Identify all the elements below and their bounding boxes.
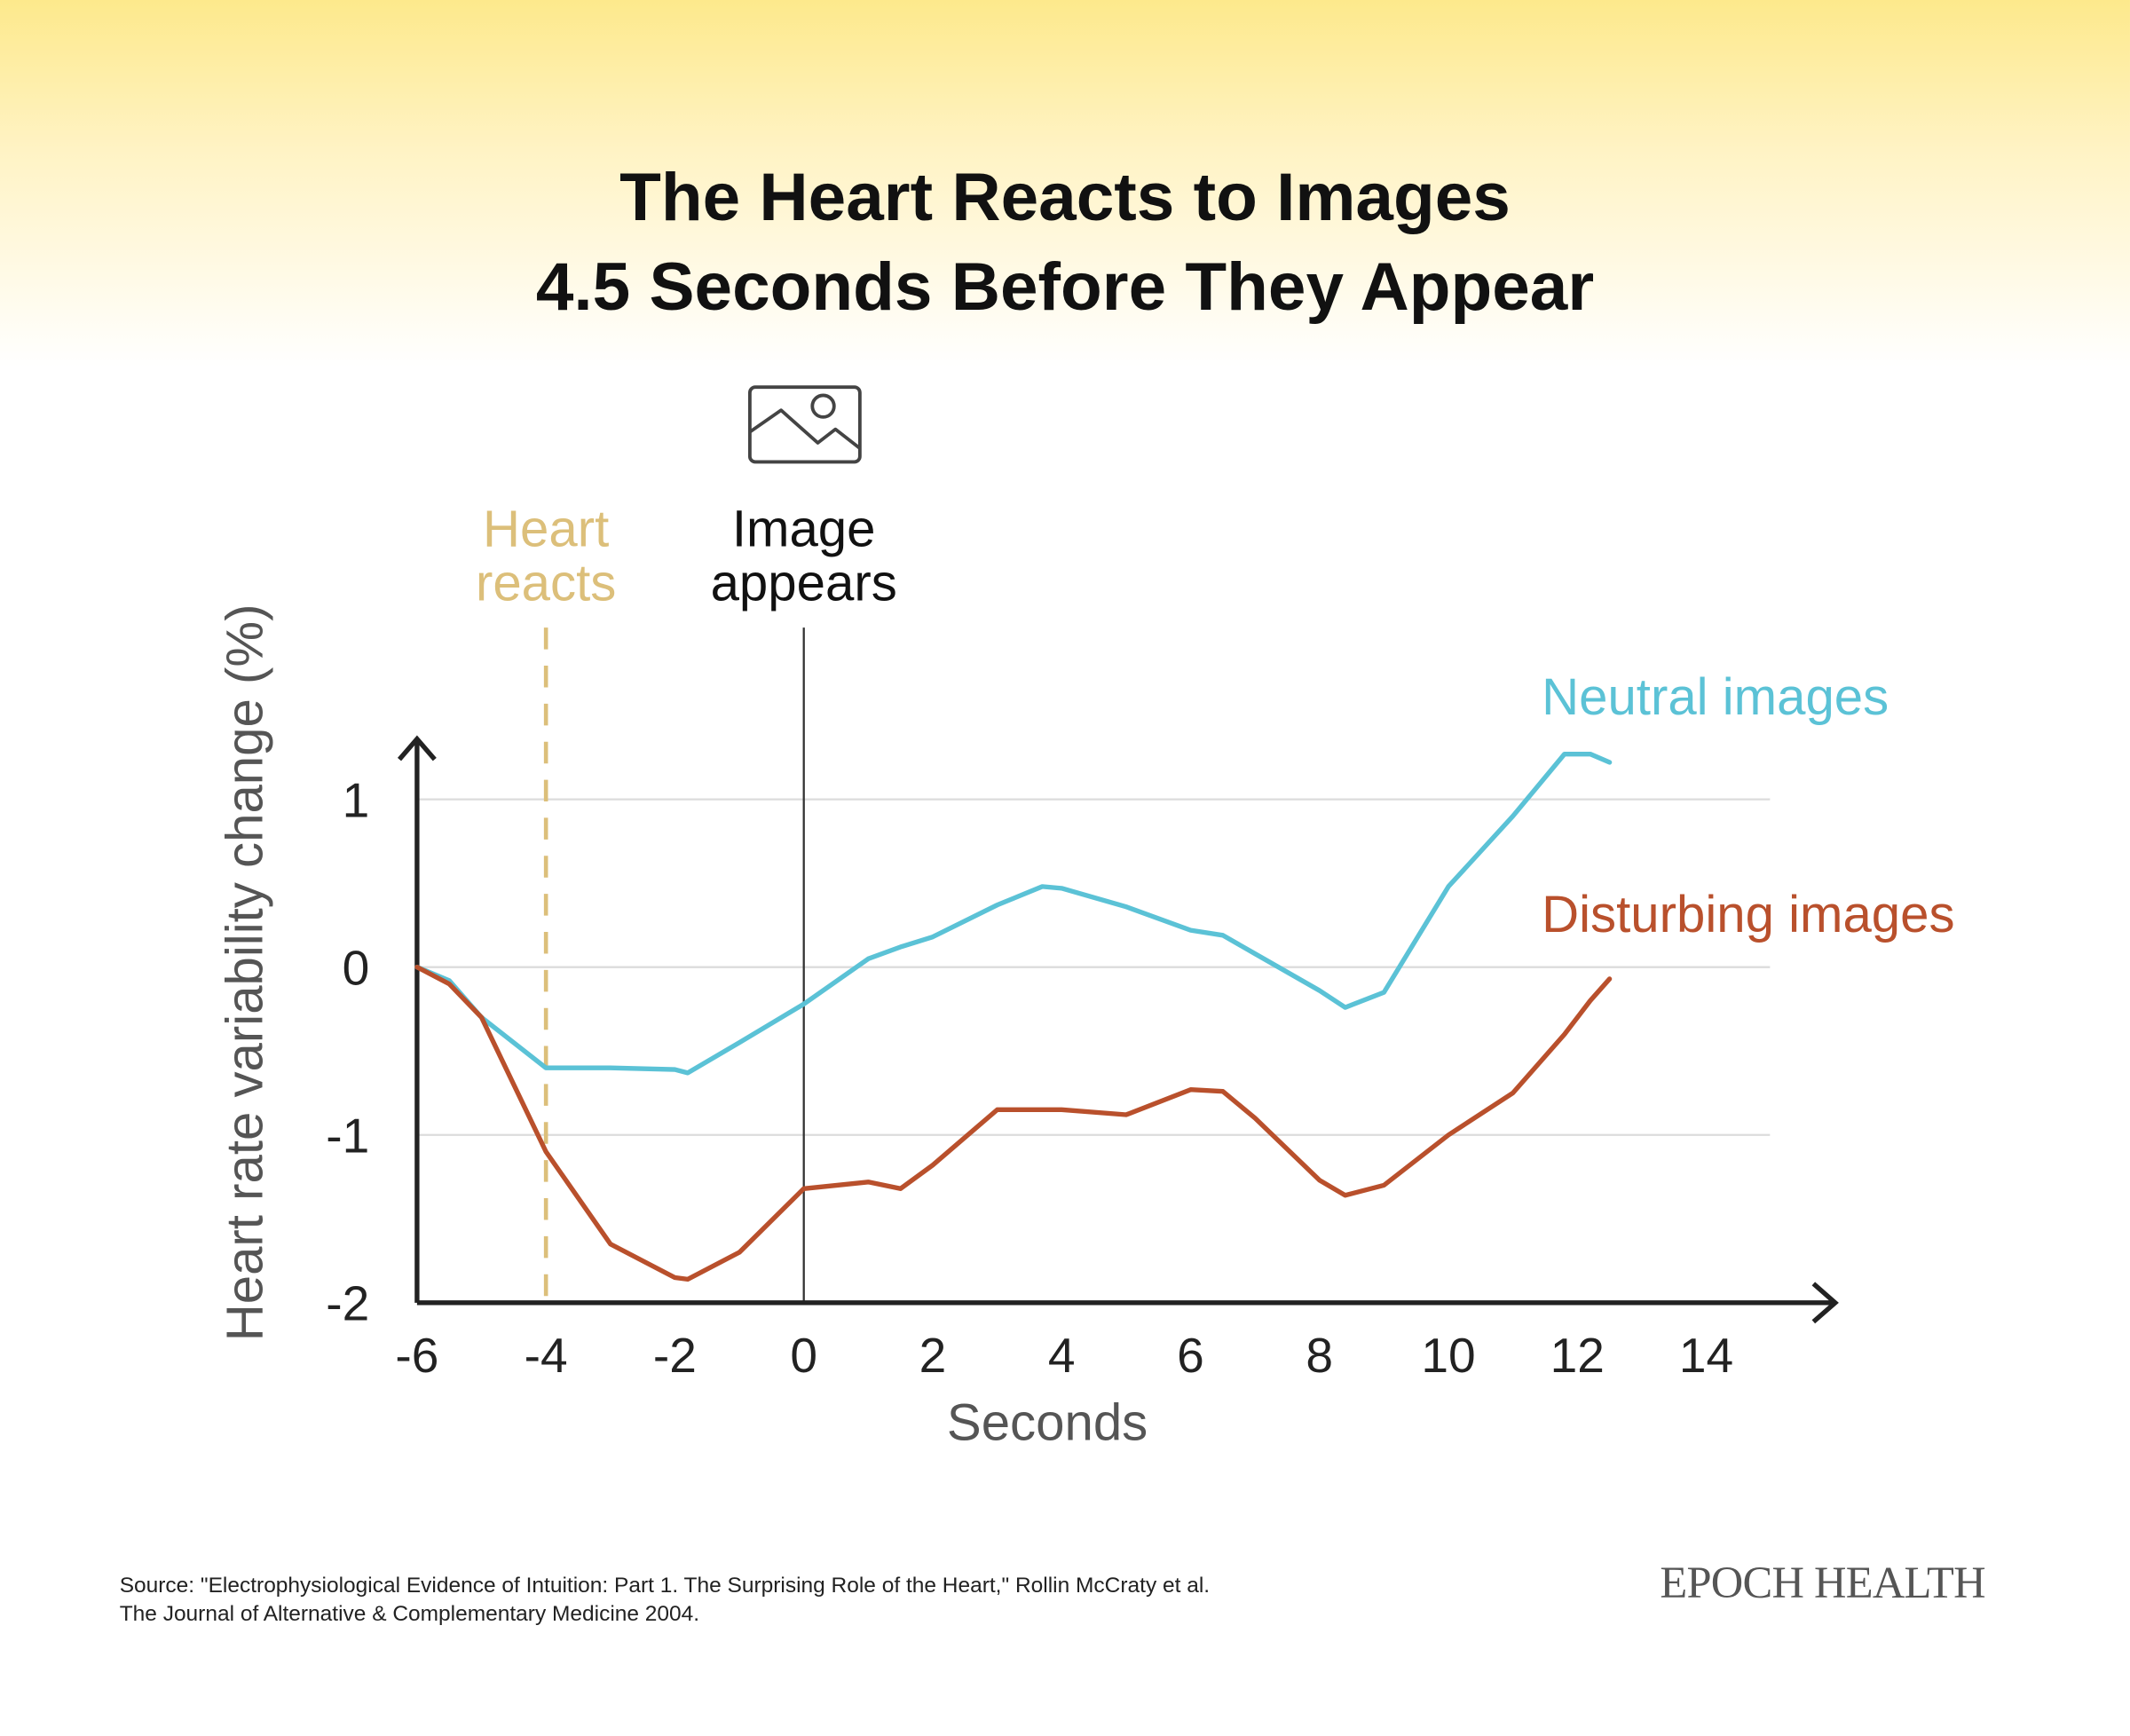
y-axis-arrow	[397, 735, 437, 761]
x-tick-label: -4	[525, 1328, 568, 1383]
x-tick-label: 6	[1177, 1328, 1204, 1383]
x-tick-label: 4	[1048, 1328, 1076, 1383]
logo: EPOCH HEALTH	[1660, 1559, 1985, 1609]
annotation-label: Image appears	[710, 501, 897, 613]
y-tick-label: -1	[326, 1109, 369, 1164]
x-tick-label: 12	[1550, 1328, 1605, 1383]
x-axis-label: Seconds	[947, 1393, 1148, 1451]
data-line	[414, 751, 1613, 1076]
x-tick-label: 0	[790, 1328, 817, 1383]
source-note: Source: "Electrophysiological Evidence o…	[119, 1574, 1211, 1627]
x-tick-label: 8	[1306, 1328, 1333, 1383]
x-tick-label: -2	[653, 1328, 697, 1383]
annotation-label: Heart reacts	[475, 501, 617, 613]
y-tick-label: -2	[326, 1276, 369, 1331]
x-axis-arrow	[1811, 1282, 1839, 1324]
x-tick-label: -6	[395, 1328, 438, 1383]
x-tick-label: 14	[1679, 1328, 1733, 1383]
y-tick-label: 1	[343, 773, 370, 828]
data-line	[414, 964, 1613, 1282]
image-icon	[747, 385, 862, 464]
y-axis-label: Heart rate variability change (%)	[216, 604, 273, 1342]
series-label: Disturbing images	[1542, 886, 1955, 944]
x-tick-label: 10	[1421, 1328, 1475, 1383]
y-tick-label: 0	[343, 941, 370, 996]
chart-title: The Heart Reacts to Images 4.5 Seconds B…	[535, 159, 1595, 325]
x-tick-label: 2	[919, 1328, 947, 1383]
series-label: Neutral images	[1542, 669, 1889, 728]
